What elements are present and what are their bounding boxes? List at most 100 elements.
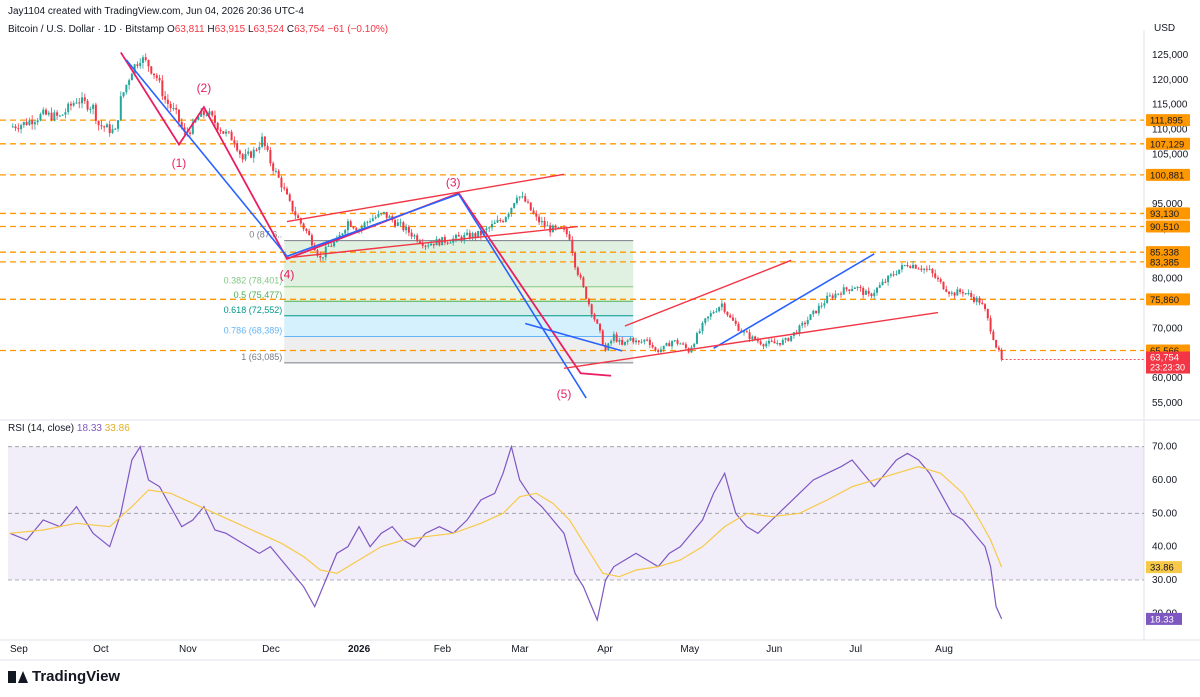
price-tick-label: 80,000 (1152, 274, 1183, 285)
candle (421, 243, 424, 246)
rsi-tick-label: 60.00 (1152, 475, 1177, 486)
candle (194, 120, 197, 123)
candle (942, 281, 945, 290)
candle (183, 127, 186, 133)
candle (67, 103, 70, 113)
candle (222, 131, 225, 134)
candle (884, 281, 887, 283)
candle (130, 73, 133, 81)
candle (524, 196, 527, 202)
level-badge (1146, 137, 1190, 150)
candle (274, 170, 277, 172)
symbol-title[interactable]: Bitcoin / U.S. Dollar · 1D · Bitstamp (8, 24, 165, 35)
ohlc-open-value: 63,811 (174, 24, 205, 35)
candle (787, 338, 790, 342)
symbol-ohlc-line: Bitcoin / U.S. Dollar · 1D · Bitstamp O6… (8, 24, 388, 35)
candle (565, 228, 568, 235)
candle (720, 303, 723, 308)
candle (169, 103, 172, 109)
candle (646, 339, 649, 341)
candle (355, 228, 358, 231)
candle (382, 211, 385, 214)
fib-level-label: 0.786 (68,389) (224, 325, 283, 335)
candle (900, 265, 903, 270)
candle (521, 196, 524, 198)
time-tick-label: Oct (93, 644, 109, 655)
channel-line (563, 311, 939, 369)
candle (247, 151, 250, 154)
rsi-legend-name[interactable]: RSI (14, close) (8, 423, 75, 434)
candle (662, 345, 665, 350)
candle (53, 112, 56, 121)
candle (599, 323, 602, 331)
channel-line (286, 173, 565, 223)
candle (374, 217, 377, 219)
time-tick-label: Aug (935, 644, 953, 655)
candle (684, 344, 687, 349)
candle (369, 221, 372, 223)
candle (291, 200, 294, 212)
candle (862, 288, 865, 295)
candle (751, 336, 754, 339)
candle (36, 120, 39, 123)
candle (399, 222, 402, 224)
candle (189, 132, 192, 134)
candle (898, 269, 901, 274)
last-price-badge (1146, 351, 1190, 374)
channel-line (624, 259, 792, 327)
candle (912, 264, 915, 269)
candle (402, 222, 405, 231)
candle (208, 111, 211, 115)
candle (238, 150, 241, 155)
level-label: 65,566 (1150, 346, 1179, 357)
candle (191, 122, 194, 134)
level-label: 107,129 (1150, 139, 1184, 150)
candle (790, 335, 793, 342)
candle (100, 125, 103, 127)
rsi-legend-ma-value: 33.86 (104, 423, 130, 434)
candle (936, 277, 939, 280)
candle (488, 227, 491, 229)
candle (950, 292, 953, 294)
rsi-ma-badge-label: 33.86 (1150, 563, 1174, 574)
time-tick-label: Mar (511, 644, 529, 655)
candle (986, 309, 989, 319)
candle (294, 211, 297, 216)
candle (344, 230, 347, 234)
trend-line-blue (286, 193, 460, 258)
candle (258, 146, 261, 150)
candle (881, 281, 884, 286)
price-tick-label: 95,000 (1152, 199, 1183, 210)
candle (394, 220, 397, 226)
candle (967, 293, 970, 295)
rsi-badge-label: 18.33 (1150, 614, 1174, 625)
candle (45, 109, 48, 115)
ohlc-low-value: 63,524 (253, 24, 285, 35)
candle (1000, 349, 1003, 360)
candle (815, 310, 818, 314)
price-tick-label: 125,000 (1152, 50, 1189, 61)
candle (834, 293, 837, 299)
candle (443, 237, 446, 243)
candle (75, 102, 78, 104)
candle (333, 242, 336, 247)
candle (424, 245, 427, 247)
candle (496, 220, 499, 223)
candle (632, 337, 635, 343)
candle (471, 233, 474, 239)
candle (477, 230, 480, 237)
candle (50, 112, 53, 121)
candle (269, 150, 272, 164)
candle (665, 343, 668, 346)
candle (277, 170, 280, 178)
rsi-legend: RSI (14, close) 18.33 33.86 (8, 423, 130, 434)
candle (995, 340, 998, 348)
candle (831, 295, 834, 299)
wave-label: (4) (280, 268, 295, 282)
candle (745, 331, 748, 333)
ohlc-change: −61 (−0.10%) (327, 24, 389, 35)
candle (446, 242, 449, 244)
candle (197, 116, 200, 121)
candle (889, 274, 892, 276)
